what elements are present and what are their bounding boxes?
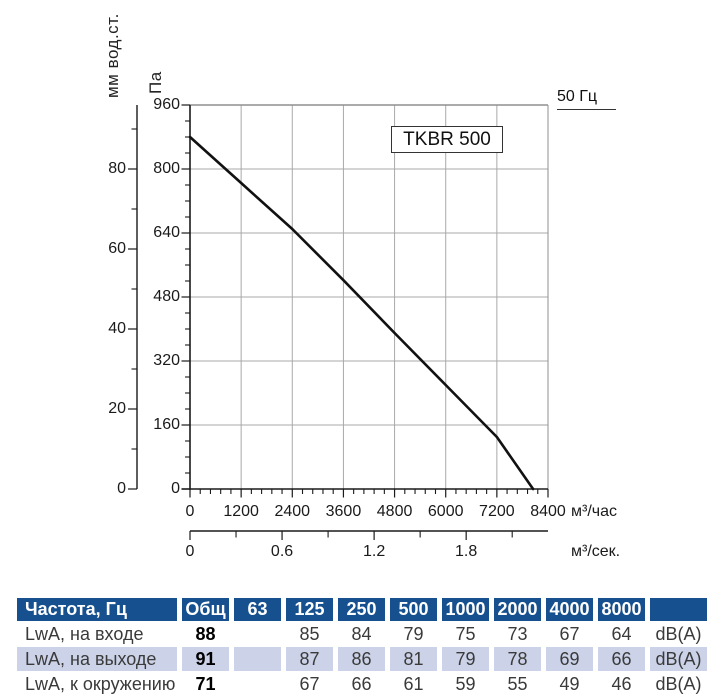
mm-tick-label: 40	[108, 320, 126, 337]
hour-tick-label: 8400	[530, 503, 566, 520]
hour-tick-label: 2400	[274, 503, 311, 520]
frequency-value-cell: 64	[611, 623, 632, 644]
pa-tick-label: 0	[171, 480, 180, 497]
y-axis-primary-label: Па	[146, 71, 165, 94]
frequency-value-cell: 79	[403, 623, 424, 644]
hour-tick-label: 7200	[479, 503, 515, 520]
frequency-value-cell	[234, 622, 281, 646]
header-cell-frequency: Частота, Гц	[17, 598, 177, 621]
unit-cell: dB(A)	[655, 673, 702, 694]
total-value-cell: 71	[195, 673, 216, 694]
header-cell: 250	[338, 598, 385, 621]
sec-tick-label: 0.6	[270, 543, 294, 560]
hour-tick-label: 4800	[376, 503, 413, 520]
header-cell: 8000	[598, 598, 645, 621]
y-axis-secondary-label: мм вод.ст.	[103, 13, 122, 98]
mm-tick-label: 0	[117, 480, 126, 497]
sec-tick-label: 1.2	[362, 543, 386, 560]
frequency-value-cell: 49	[559, 673, 580, 694]
model-title-box: TKBR 500	[391, 126, 503, 153]
mm-tick-label: 60	[108, 240, 126, 257]
frequency-value-cell: 73	[507, 623, 528, 644]
header-cell: 4000	[546, 598, 593, 621]
header-cell: 1000	[442, 598, 489, 621]
pa-tick-label: 480	[153, 288, 180, 305]
frequency-value-cell: 79	[442, 647, 489, 671]
sound-power-table: Частота, Гц Общ 63 125 250 500 1000 2000 4000 800…	[17, 598, 709, 695]
frequency-value-cell: 66	[351, 673, 372, 694]
frequency-value-cell: 81	[390, 647, 437, 671]
frequency-value-cell: 75	[455, 623, 476, 644]
frequency-value-cell: 67	[299, 673, 320, 694]
header-cell	[650, 598, 707, 621]
frequency-value-cell: 84	[351, 623, 372, 644]
frequency-value-cell: 86	[338, 647, 385, 671]
frequency-value-cell: 59	[455, 673, 476, 694]
frequency-value-cell: 46	[611, 673, 632, 694]
row-label-cell: LwA, на выходе	[17, 647, 177, 671]
frequency-value-cell: 67	[559, 623, 580, 644]
mm-tick-label: 80	[108, 160, 126, 177]
frequency-value-cell: 78	[494, 647, 541, 671]
frequency-value-cell	[234, 672, 281, 695]
total-value-cell: 91	[182, 647, 229, 671]
header-cell: Общ	[182, 598, 229, 621]
row-label-cell: LwA, на входе	[25, 623, 144, 644]
fan-performance-chart	[128, 104, 549, 540]
table-row: LwA, на выходе 91 87 86 81 79 78 69 66 dB(A)	[17, 647, 709, 671]
pa-tick-label: 960	[153, 96, 180, 113]
frequency-value-cell	[234, 647, 281, 671]
frequency-value-cell: 66	[598, 647, 645, 671]
x-axis-primary-unit: м³/час	[571, 503, 618, 520]
unit-cell: dB(A)	[655, 623, 702, 644]
table-row: LwA, на входе 88 85 84 79 75 73 67 64 dB(A)	[17, 622, 709, 646]
frequency-annotation: 50 Гц	[557, 88, 616, 110]
pa-tick-label: 160	[153, 416, 180, 433]
frequency-value-cell: 61	[403, 673, 424, 694]
row-label-cell: LwA, к окружению	[25, 673, 176, 694]
hour-tick-label: 6000	[427, 503, 464, 520]
hour-tick-label: 0	[185, 503, 195, 520]
sec-tick-label: 0	[185, 543, 195, 560]
pa-tick-label: 640	[153, 224, 180, 241]
x-axis-secondary-unit: м³/сек.	[571, 543, 621, 560]
frequency-value-cell: 69	[546, 647, 593, 671]
performance-curve	[188, 135, 535, 491]
header-cell: 2000	[494, 598, 541, 621]
header-cell: 63	[234, 598, 281, 621]
sec-tick-label: 1.8	[455, 543, 478, 560]
mm-tick-label: 20	[108, 400, 126, 417]
hour-tick-label: 1200	[223, 503, 259, 520]
frequency-value-cell: 55	[507, 673, 528, 694]
table-row: LwA, к окружению 71 67 66 61 59 55 49 46 dB(A)	[17, 672, 709, 695]
total-value-cell: 88	[195, 623, 216, 644]
header-cell: 125	[286, 598, 333, 621]
unit-cell: dB(A)	[650, 647, 707, 671]
pa-tick-label: 800	[153, 160, 180, 177]
pa-tick-label: 320	[153, 352, 180, 369]
header-cell: 500	[390, 598, 437, 621]
frequency-value-cell: 87	[286, 647, 333, 671]
frequency-value-cell: 85	[299, 623, 320, 644]
hour-tick-label: 3600	[325, 503, 362, 520]
table-header-row: Частота, Гц Общ 63 125 250 500 1000 2000 4000 800…	[17, 598, 709, 621]
